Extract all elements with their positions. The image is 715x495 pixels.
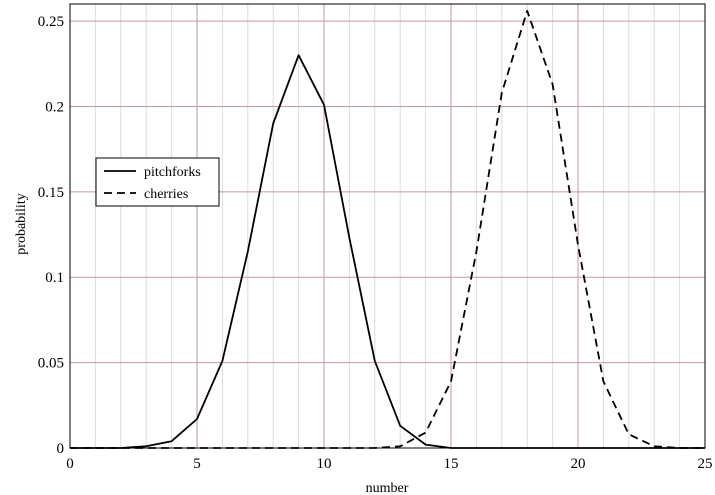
- legend: pitchforks cherries: [95, 157, 220, 207]
- y-tick-label: 0.25: [38, 14, 64, 30]
- series-line-cherries: [70, 9, 705, 449]
- plot-area-frame: [69, 3, 706, 449]
- x-tick-label: 10: [317, 456, 332, 472]
- legend-label-cherries: cherries: [144, 187, 188, 202]
- y-tick-label: 0.05: [38, 356, 64, 372]
- series-lines: [70, 9, 705, 449]
- grid: [69, 4, 706, 449]
- tick-labels: 0 5 10 15 20 25 0 0.05 0.1 0.15 0.2 0.25: [38, 14, 713, 472]
- y-tick-label: 0.2: [45, 99, 64, 115]
- y-tick-label: 0.1: [45, 270, 64, 286]
- x-tick-label: 25: [698, 456, 713, 472]
- x-tick-label: 20: [571, 456, 586, 472]
- legend-label-pitchforks: pitchforks: [144, 165, 201, 180]
- x-tick-label: 5: [193, 456, 201, 472]
- y-axis-label: probability: [14, 193, 29, 254]
- x-tick-label: 0: [66, 456, 74, 472]
- x-axis-label: number: [366, 481, 409, 495]
- y-tick-label: 0.15: [38, 185, 64, 201]
- legend-box: [95, 157, 220, 207]
- series-line-pitchforks: [70, 54, 705, 449]
- y-tick-label: 0: [57, 441, 65, 457]
- x-tick-label: 15: [444, 456, 459, 472]
